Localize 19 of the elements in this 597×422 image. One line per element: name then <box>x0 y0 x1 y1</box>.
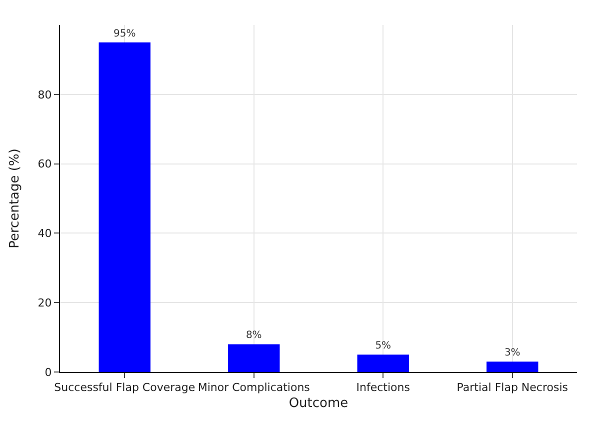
x-tick-label: Minor Complications <box>198 381 310 394</box>
bar <box>228 344 280 372</box>
data-label: 5% <box>375 340 392 352</box>
y-tick-label: 40 <box>38 227 52 240</box>
x-axis-title: Outcome <box>288 396 348 411</box>
bar <box>357 354 409 372</box>
data-label: 8% <box>246 330 262 342</box>
y-tick-label: 0 <box>44 366 52 379</box>
data-label: 3% <box>504 348 520 359</box>
x-tick-label: Partial Flap Necrosis <box>456 381 568 394</box>
y-tick-label: 60 <box>38 158 52 171</box>
x-tick-label: Infections <box>356 381 410 394</box>
data-label: 95% <box>114 28 136 40</box>
y-tick-label: 20 <box>38 296 52 310</box>
bar <box>98 42 150 372</box>
x-tick-label: Successful Flap Coverage <box>54 381 196 394</box>
y-axis-title: Percentage (%) <box>8 148 23 248</box>
y-tick-label: 80 <box>38 88 52 102</box>
bar <box>486 362 538 372</box>
